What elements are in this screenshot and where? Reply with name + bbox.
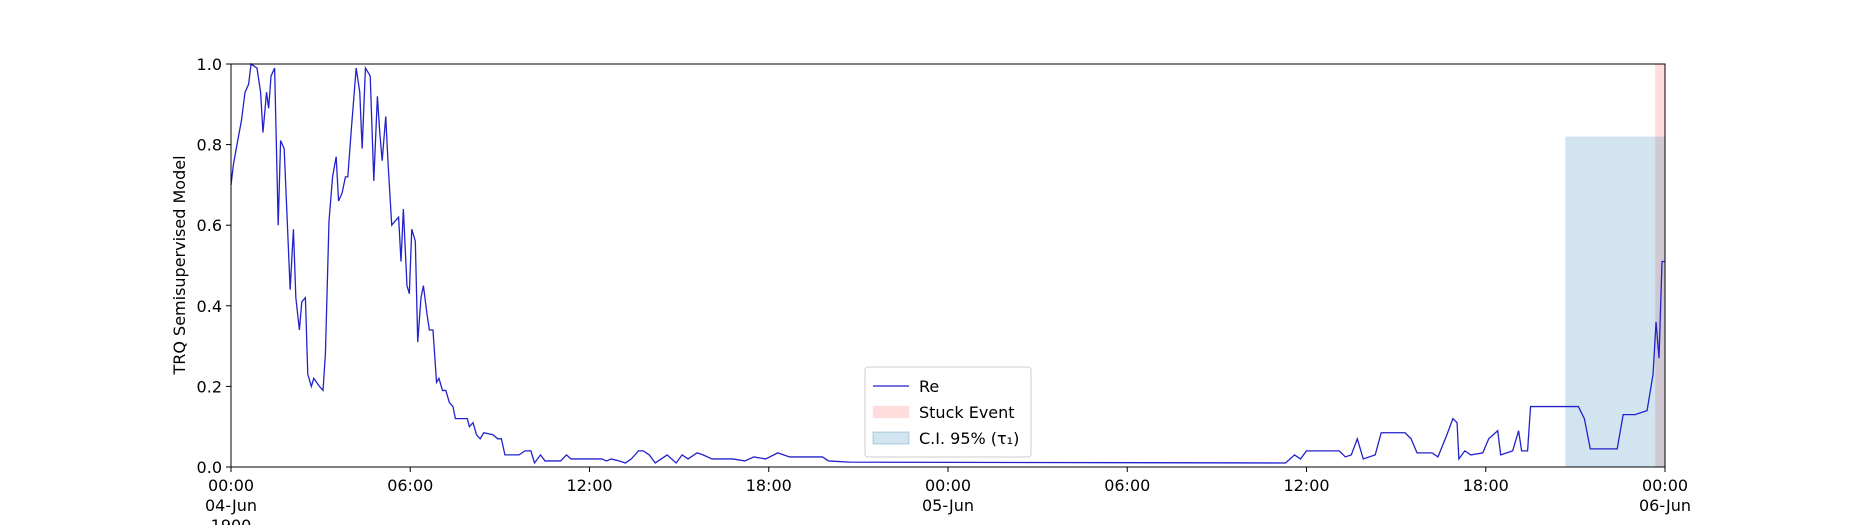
legend-label: C.I. 95% (τ₁) <box>919 429 1019 448</box>
x-tick-label: 06:00 <box>387 476 433 495</box>
legend-patch <box>872 431 910 445</box>
x-tick-label: 18:00 <box>746 476 792 495</box>
y-tick-label: 0.0 <box>197 458 222 477</box>
y-tick-label: 0.8 <box>197 136 222 155</box>
x-tick-label: 04-Jun <box>205 496 257 515</box>
x-tick-label: 18:00 <box>1463 476 1509 495</box>
y-tick-label: 0.2 <box>197 377 222 396</box>
x-tick-label: 00:00 <box>925 476 971 495</box>
legend-patch <box>872 405 910 419</box>
span <box>1565 136 1665 468</box>
legend-label: Re <box>919 377 939 396</box>
x-tick-label: 06-Jun <box>1639 496 1691 515</box>
y-tick-label: 0.6 <box>197 216 222 235</box>
legend-label: Stuck Event <box>919 403 1015 422</box>
x-tick-label: 06:00 <box>1104 476 1150 495</box>
x-tick-label: 05-Jun <box>922 496 974 515</box>
line <box>230 62 1665 465</box>
x-tick-label: 00:00 <box>208 476 254 495</box>
x-tick-label: 00:00 <box>1642 476 1688 495</box>
span <box>1655 64 1665 467</box>
x-tick-label: 1900 <box>211 516 252 525</box>
x-tick-label: 12:00 <box>566 476 612 495</box>
y-axis-label: TRQ Semisupervised Model <box>170 155 189 375</box>
y-tick-label: 0.4 <box>197 297 222 316</box>
y-tick-label: 1.0 <box>197 55 222 74</box>
x-tick-label: 12:00 <box>1283 476 1329 495</box>
legend-box <box>864 366 1032 458</box>
